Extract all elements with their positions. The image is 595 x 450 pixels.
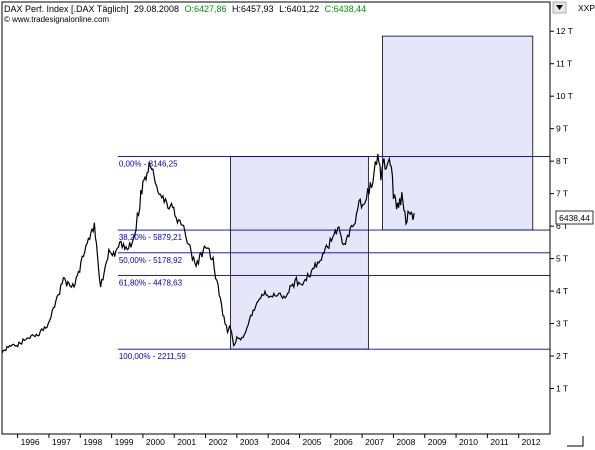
range-box-2	[382, 35, 534, 231]
header-date: 29.08.2008	[134, 4, 179, 14]
x-tick-label-2: 1998	[83, 437, 102, 447]
x-tick-label-12: 2008	[396, 437, 415, 447]
x-tick-label-15: 2011	[490, 437, 509, 447]
scale-label: XXP	[578, 3, 595, 13]
x-tick-label-5: 2001	[177, 437, 196, 447]
y-tick-label-11: 12 T	[556, 26, 573, 36]
x-tick-label-0: 1996	[21, 437, 40, 447]
y-tick-label-1: 2 T	[556, 351, 568, 361]
chart-header: DAX Perf. Index [.DAX Täglich] 29.08.200…	[4, 4, 366, 14]
x-tick-label-6: 2002	[209, 437, 228, 447]
last-price-box	[555, 210, 594, 225]
x-tick-label-3: 1999	[115, 437, 134, 447]
x-tick-label-1: 1997	[52, 437, 71, 447]
fib-label-4: 100,00% - 2211,59	[119, 352, 187, 361]
x-tick-label-9: 2005	[302, 437, 321, 447]
x-tick-label-14: 2010	[459, 437, 478, 447]
x-axis: 1996 1997 1998 1999 2000 2001 2002 2003 2004 2005…	[17, 434, 541, 447]
header-low: L:6401,22	[279, 4, 319, 14]
header-open: O:6427,86	[184, 4, 226, 14]
fib-label-0: 0,00% - 8146,25	[119, 159, 178, 168]
fib-label-3: 61,80% - 4478,63	[119, 279, 183, 288]
price-series-line	[1, 153, 415, 354]
last-price-badge: 6438,44	[555, 210, 594, 225]
x-tick-label-11: 2007	[365, 437, 384, 447]
fib-label-1: 38,20% - 5879,21	[119, 233, 183, 242]
y-tick-label-2: 3 T	[556, 319, 568, 329]
plot-frame	[1, 1, 551, 435]
y-tick-label-4: 5 T	[556, 254, 568, 264]
watermark: © www.tradesignalonline.com	[4, 15, 109, 24]
y-tick-label-0: 1 T	[556, 384, 568, 394]
x-tick-label-8: 2004	[271, 437, 290, 447]
y-axis: 1 T 2 T 3 T 4 T 5 T 6 T 7 T 8 T 9 T 10 T 11 T 12 T	[550, 26, 573, 394]
triangle-down-icon	[556, 5, 563, 10]
corner-tool[interactable]	[567, 436, 584, 447]
header-instrument: DAX Perf. Index [.DAX Täglich]	[4, 4, 128, 14]
last-price-value: 6438,44	[559, 213, 590, 223]
x-tick-label-4: 2000	[146, 437, 165, 447]
y-tick-label-9: 10 T	[556, 91, 573, 101]
scale-controls[interactable]: XXP	[552, 1, 595, 14]
fibonacci-lines	[117, 155, 550, 350]
header-close: C:6438,44	[325, 4, 367, 14]
x-tick-label-7: 2003	[240, 437, 259, 447]
y-tick-label-7: 8 T	[556, 156, 568, 166]
corner-resize-icon[interactable]	[567, 436, 584, 447]
fib-label-2: 50,00% - 5178,92	[119, 256, 183, 265]
y-tick-label-5: 6 T	[556, 221, 568, 231]
x-tick-label-16: 2012	[522, 437, 541, 447]
y-tick-label-6: 7 T	[556, 189, 568, 199]
y-tick-label-3: 4 T	[556, 286, 568, 296]
y-tick-label-10: 11 T	[556, 59, 572, 69]
fibonacci-labels: 0,00% - 8146,25 38,20% - 5879,21 50,00% - …	[119, 159, 187, 361]
x-tick-label-13: 2009	[428, 437, 447, 447]
x-tick-label-10: 2006	[334, 437, 353, 447]
y-tick-label-8: 9 T	[556, 124, 568, 134]
header-high: H:6457,93	[232, 4, 274, 14]
